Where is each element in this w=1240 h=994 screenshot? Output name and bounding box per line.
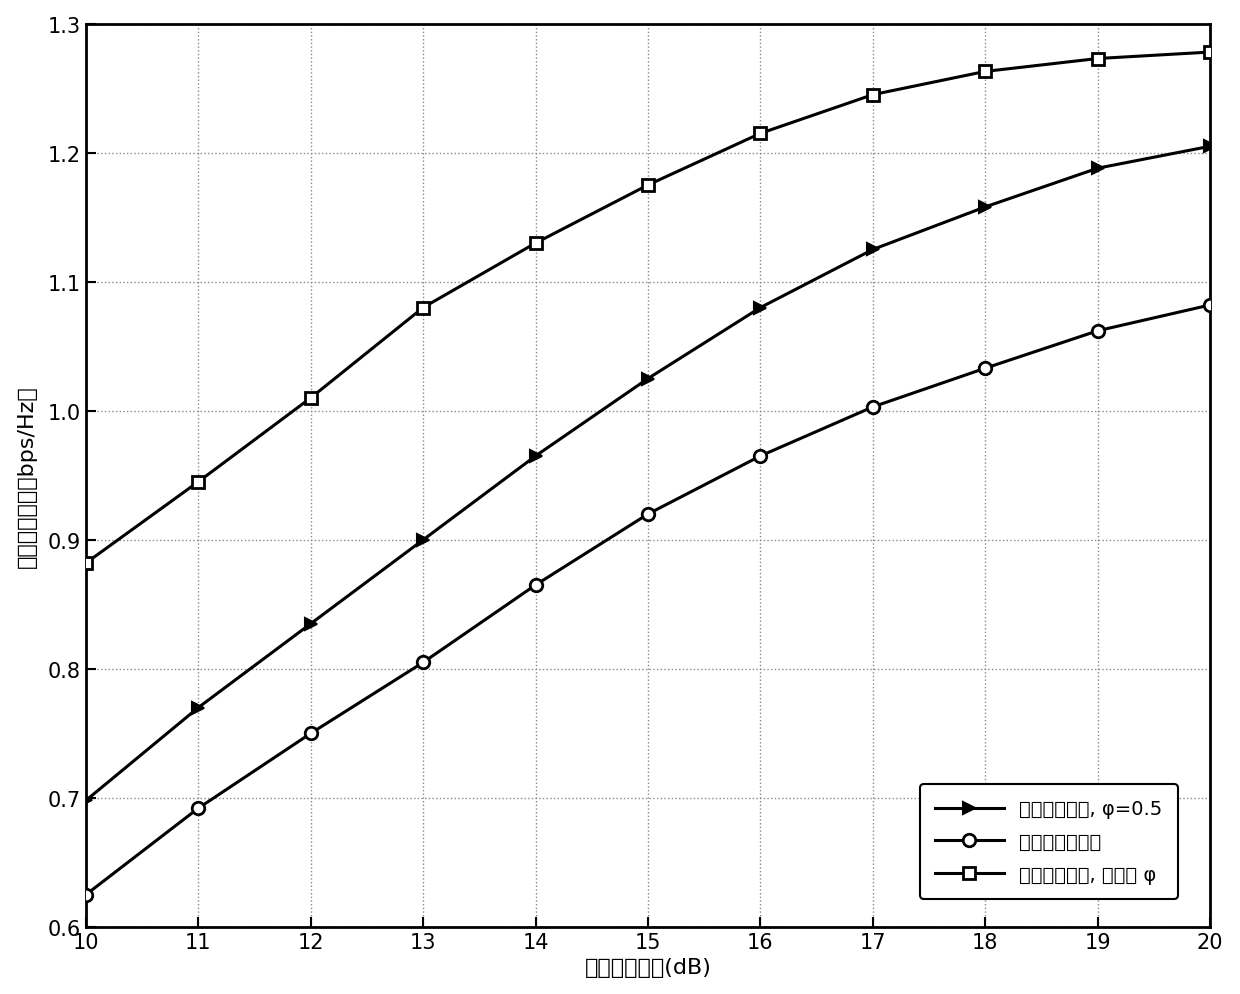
接收端干扰方案 [415,657,430,669]
接收端干扰方案 [866,402,880,414]
中继干扰方案, 最优的 φ [191,476,206,488]
中继干扰方案, 最优的 φ [1090,54,1105,66]
中继干扰方案, 最优的 φ [641,180,656,192]
中继干扰方案, 最优的 φ [304,393,319,405]
中继干扰方案, 最优的 φ [753,128,768,140]
中继干扰方案, 最优的 φ [528,238,543,249]
中继干扰方案, 最优的 φ [978,67,993,79]
中继干扰方案, φ=0.5 [1203,141,1218,153]
Legend: 中继干扰方案, φ=0.5, 接收端干扰方案, 中继干扰方案, 最优的 φ: 中继干扰方案, φ=0.5, 接收端干扰方案, 中继干扰方案, 最优的 φ [920,784,1178,900]
中继干扰方案, 最优的 φ [78,558,93,570]
中继干扰方案, φ=0.5 [1090,163,1105,175]
Y-axis label: 安全传输速率（bps/Hz）: 安全传输速率（bps/Hz） [16,385,37,568]
接收端干扰方案 [753,450,768,462]
中继干扰方案, φ=0.5 [866,245,880,256]
Line: 接收端干扰方案: 接收端干扰方案 [79,299,1216,901]
接收端干扰方案 [1203,300,1218,312]
中继干扰方案, 最优的 φ [415,302,430,314]
中继干扰方案, φ=0.5 [415,535,430,547]
中继干扰方案, φ=0.5 [753,302,768,314]
Line: 中继干扰方案, φ=0.5: 中继干扰方案, φ=0.5 [79,141,1216,807]
接收端干扰方案 [978,363,993,375]
接收端干扰方案 [78,889,93,901]
中继干扰方案, φ=0.5 [304,618,319,630]
接收端干扰方案 [641,509,656,521]
接收端干扰方案 [1090,325,1105,337]
中继干扰方案, φ=0.5 [191,702,206,714]
中继干扰方案, φ=0.5 [641,373,656,385]
X-axis label: 基站发送功率(dB): 基站发送功率(dB) [584,957,712,977]
接收端干扰方案 [304,728,319,740]
中继干扰方案, φ=0.5 [78,794,93,806]
中继干扰方案, φ=0.5 [978,202,993,214]
Line: 中继干扰方案, 最优的 φ: 中继干扰方案, 最优的 φ [79,47,1216,570]
中继干扰方案, φ=0.5 [528,450,543,462]
中继干扰方案, 最优的 φ [1203,47,1218,59]
接收端干扰方案 [191,802,206,814]
中继干扰方案, 最优的 φ [866,89,880,101]
接收端干扰方案 [528,580,543,591]
